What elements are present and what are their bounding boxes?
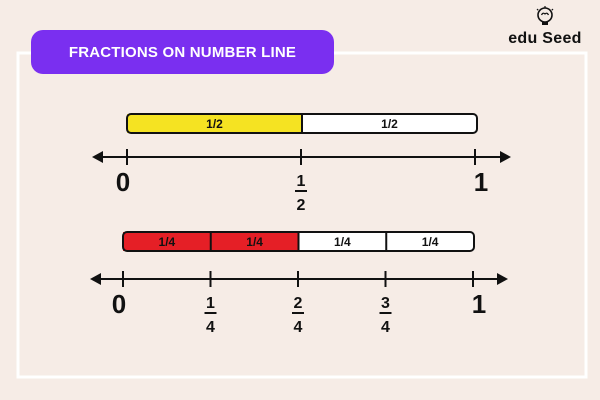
quarters-tick-numerator: 1 [206, 295, 215, 312]
lightbulb-brain-icon [536, 6, 554, 25]
page-title: FRACTIONS ON NUMBER LINE [31, 30, 334, 74]
halves-tick-denominator: 2 [297, 197, 306, 214]
halves-bar-segment [127, 114, 302, 133]
quarters-bar-segment-label: 1/4 [422, 235, 439, 249]
quarters-tick-numerator: 3 [381, 295, 390, 312]
quarters-bar-segment-label: 1/4 [246, 235, 263, 249]
halves-left-arrow [92, 151, 103, 163]
halves-right-arrow [500, 151, 511, 163]
quarters-tick-denominator: 4 [381, 319, 390, 336]
quarters-tick-denominator: 4 [206, 319, 215, 336]
halves-bar-segment [302, 114, 477, 133]
halves-tick-label: 1 [474, 167, 488, 197]
quarters-tick-label: 0 [112, 289, 126, 319]
edu-seed-logo: edu Seed [505, 6, 585, 47]
quarters-tick-denominator: 4 [294, 319, 303, 336]
page-title-text: FRACTIONS ON NUMBER LINE [68, 43, 297, 61]
quarters-right-arrow [497, 273, 508, 285]
quarters-bar-segment-label: 1/4 [334, 235, 351, 249]
quarters-bar-segment-label: 1/4 [159, 235, 176, 249]
quarters-tick-label: 1 [472, 289, 486, 319]
halves-bar-segment-label: 1/2 [381, 117, 398, 131]
halves-bar-segment-label: 1/2 [206, 117, 223, 131]
logo-text: edu Seed [508, 30, 582, 47]
quarters-bar-segment [298, 232, 387, 251]
halves-tick-numerator: 1 [297, 173, 306, 190]
quarters-bar-segment [210, 232, 299, 251]
quarters-tick-numerator: 2 [294, 295, 303, 312]
quarters-left-arrow [90, 273, 101, 285]
quarters-bar-segment [123, 232, 211, 251]
quarters-bar-segment [386, 232, 474, 251]
halves-tick-label: 0 [116, 167, 130, 197]
